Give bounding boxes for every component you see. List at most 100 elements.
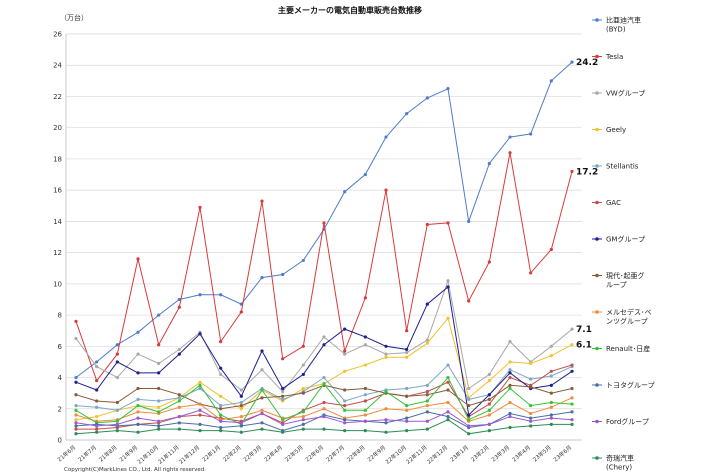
data-point xyxy=(343,327,347,331)
data-point xyxy=(157,405,161,409)
data-point xyxy=(343,418,347,422)
data-point xyxy=(446,316,450,320)
data-point xyxy=(363,419,367,423)
x-tick-label: 23年2月 xyxy=(469,443,491,463)
data-point xyxy=(157,386,161,391)
data-point xyxy=(95,427,99,431)
data-point xyxy=(405,404,409,408)
data-point xyxy=(446,400,450,405)
data-point xyxy=(281,357,285,361)
data-point xyxy=(343,408,347,412)
data-point xyxy=(508,151,512,155)
data-point xyxy=(177,405,181,409)
data-point xyxy=(95,388,99,392)
data-point xyxy=(425,222,429,227)
data-point xyxy=(95,430,99,434)
data-point xyxy=(446,388,450,392)
data-point xyxy=(219,425,223,430)
data-point xyxy=(74,432,78,436)
grid xyxy=(65,33,582,441)
legend-item: GMグループ xyxy=(592,235,645,244)
data-point xyxy=(281,389,285,394)
legend-label: Renault･日産 xyxy=(606,344,650,353)
legend-label: 比亜迪汽車(BYD) xyxy=(606,16,641,34)
data-point xyxy=(95,379,99,383)
data-point xyxy=(446,285,450,289)
data-point xyxy=(198,408,202,412)
data-point xyxy=(446,418,450,422)
data-point xyxy=(219,407,223,411)
data-point xyxy=(260,276,264,280)
data-point xyxy=(301,363,305,367)
data-point xyxy=(384,418,388,422)
data-point xyxy=(446,414,450,419)
copyright-text: Copyright(C)MarkLines CO., Ltd. All righ… xyxy=(64,467,206,473)
x-tick-label: 21年11月 xyxy=(156,443,180,465)
data-point xyxy=(467,424,471,428)
data-point xyxy=(136,422,140,426)
data-point xyxy=(384,352,388,356)
data-point xyxy=(219,429,223,433)
data-point xyxy=(467,432,471,436)
data-point xyxy=(74,424,78,428)
data-point xyxy=(74,421,78,425)
legend-label-line: (Chery) xyxy=(606,464,632,472)
data-point xyxy=(570,60,574,64)
data-point xyxy=(363,172,367,177)
series xyxy=(74,151,574,383)
legend-label-line: Fordグループ xyxy=(606,417,649,426)
end-value-label: 6.1 xyxy=(576,341,592,351)
data-point xyxy=(322,343,326,347)
data-point xyxy=(508,386,512,391)
series xyxy=(74,285,574,417)
y-tick-label: 8 xyxy=(58,312,62,320)
data-point xyxy=(239,400,243,405)
x-tick-label: 23年6月 xyxy=(552,443,574,463)
data-point xyxy=(301,344,305,348)
data-point xyxy=(177,393,181,397)
data-point xyxy=(508,400,512,405)
data-point xyxy=(405,350,409,355)
data-point xyxy=(549,344,553,348)
data-point xyxy=(405,112,409,116)
data-point xyxy=(549,422,553,426)
data-point xyxy=(425,96,429,100)
legend-label: 現代･起亜グループ xyxy=(606,271,645,289)
data-point xyxy=(281,430,285,434)
data-point xyxy=(549,374,553,378)
data-point xyxy=(425,404,429,408)
data-point xyxy=(508,371,512,375)
data-point xyxy=(239,421,243,425)
data-point xyxy=(239,414,243,419)
y-unit-label: （万台） xyxy=(60,13,88,22)
legend-label-line: Geely xyxy=(606,126,626,134)
data-point xyxy=(239,310,243,314)
x-tick-label: 22年4月 xyxy=(262,443,284,463)
y-tick-label: 12 xyxy=(53,249,62,257)
data-point xyxy=(198,386,202,391)
legend-item: VWグループ xyxy=(592,89,645,98)
data-point xyxy=(74,375,78,380)
data-point xyxy=(343,349,347,353)
x-tick-label: 21年10月 xyxy=(136,443,160,465)
legend-swatch-marker xyxy=(595,273,599,278)
legend-label-line: Stellantis xyxy=(606,163,639,171)
data-point xyxy=(343,369,347,373)
data-point xyxy=(363,413,367,417)
end-labels: 24.2 17.2 7.1 6.1 xyxy=(576,58,598,351)
data-point xyxy=(239,404,243,408)
x-tick-label: 21年6月 xyxy=(56,443,78,463)
data-point xyxy=(281,422,285,426)
data-point xyxy=(425,383,429,387)
data-point xyxy=(549,369,553,373)
legend-item: 比亜迪汽車(BYD) xyxy=(592,16,641,34)
data-point xyxy=(74,413,78,417)
data-point xyxy=(549,354,553,358)
legend-item: 奇瑞汽車(Chery) xyxy=(592,454,634,472)
data-point xyxy=(115,352,119,356)
data-point xyxy=(446,363,450,367)
data-point xyxy=(467,386,471,391)
data-point xyxy=(157,399,161,403)
legend-swatch-marker xyxy=(595,310,599,314)
